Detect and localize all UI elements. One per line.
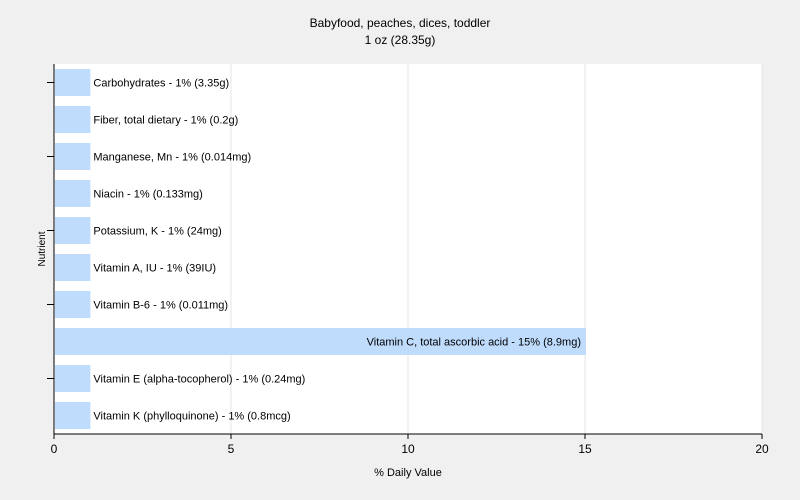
bar-7: [55, 328, 586, 355]
bar-label-5: Vitamin A, IU - 1% (39IU): [93, 263, 216, 275]
bar-label-3: Niacin - 1% (0.133mg): [93, 189, 202, 201]
x-tick-label-4: 20: [755, 442, 769, 456]
bar-1: [55, 106, 91, 133]
x-tick-label-0: 0: [51, 442, 58, 456]
bar-label-0: Carbohydrates - 1% (3.35g): [93, 78, 229, 90]
bar-label-2: Manganese, Mn - 1% (0.014mg): [93, 152, 251, 164]
x-tick-label-3: 15: [578, 442, 592, 456]
bar-9: [55, 402, 91, 429]
x-tick-label-2: 10: [401, 442, 415, 456]
bar-3: [55, 180, 91, 207]
bar-label-8: Vitamin E (alpha-tocopherol) - 1% (0.24m…: [93, 374, 305, 386]
x-axis-label: % Daily Value: [374, 467, 442, 479]
bar-label-9: Vitamin K (phylloquinone) - 1% (0.8mcg): [93, 411, 290, 423]
bar-5: [55, 254, 91, 281]
bar-0: [55, 69, 91, 96]
axes: 0 5 10 15 20: [47, 64, 769, 456]
bar-label-1: Fiber, total dietary - 1% (0.2g): [93, 115, 238, 127]
bar-6: [55, 291, 91, 318]
bar-label-4: Potassium, K - 1% (24mg): [93, 226, 221, 238]
chart-title: Babyfood, peaches, dices, toddler: [310, 16, 491, 30]
x-tick-label-1: 5: [228, 442, 235, 456]
bars: Carbohydrates - 1% (3.35g) Fiber, total d…: [55, 69, 586, 429]
bar-2: [55, 143, 91, 170]
bar-8: [55, 365, 91, 392]
grid-lines: [230, 64, 763, 434]
y-axis-label: Nutrient: [37, 231, 48, 266]
bar-label-7: Vitamin C, total ascorbic acid - 15% (8.…: [367, 337, 581, 349]
chart-subtitle: 1 oz (28.35g): [365, 33, 436, 47]
bar-label-6: Vitamin B-6 - 1% (0.011mg): [93, 300, 228, 312]
bar-4: [55, 217, 91, 244]
